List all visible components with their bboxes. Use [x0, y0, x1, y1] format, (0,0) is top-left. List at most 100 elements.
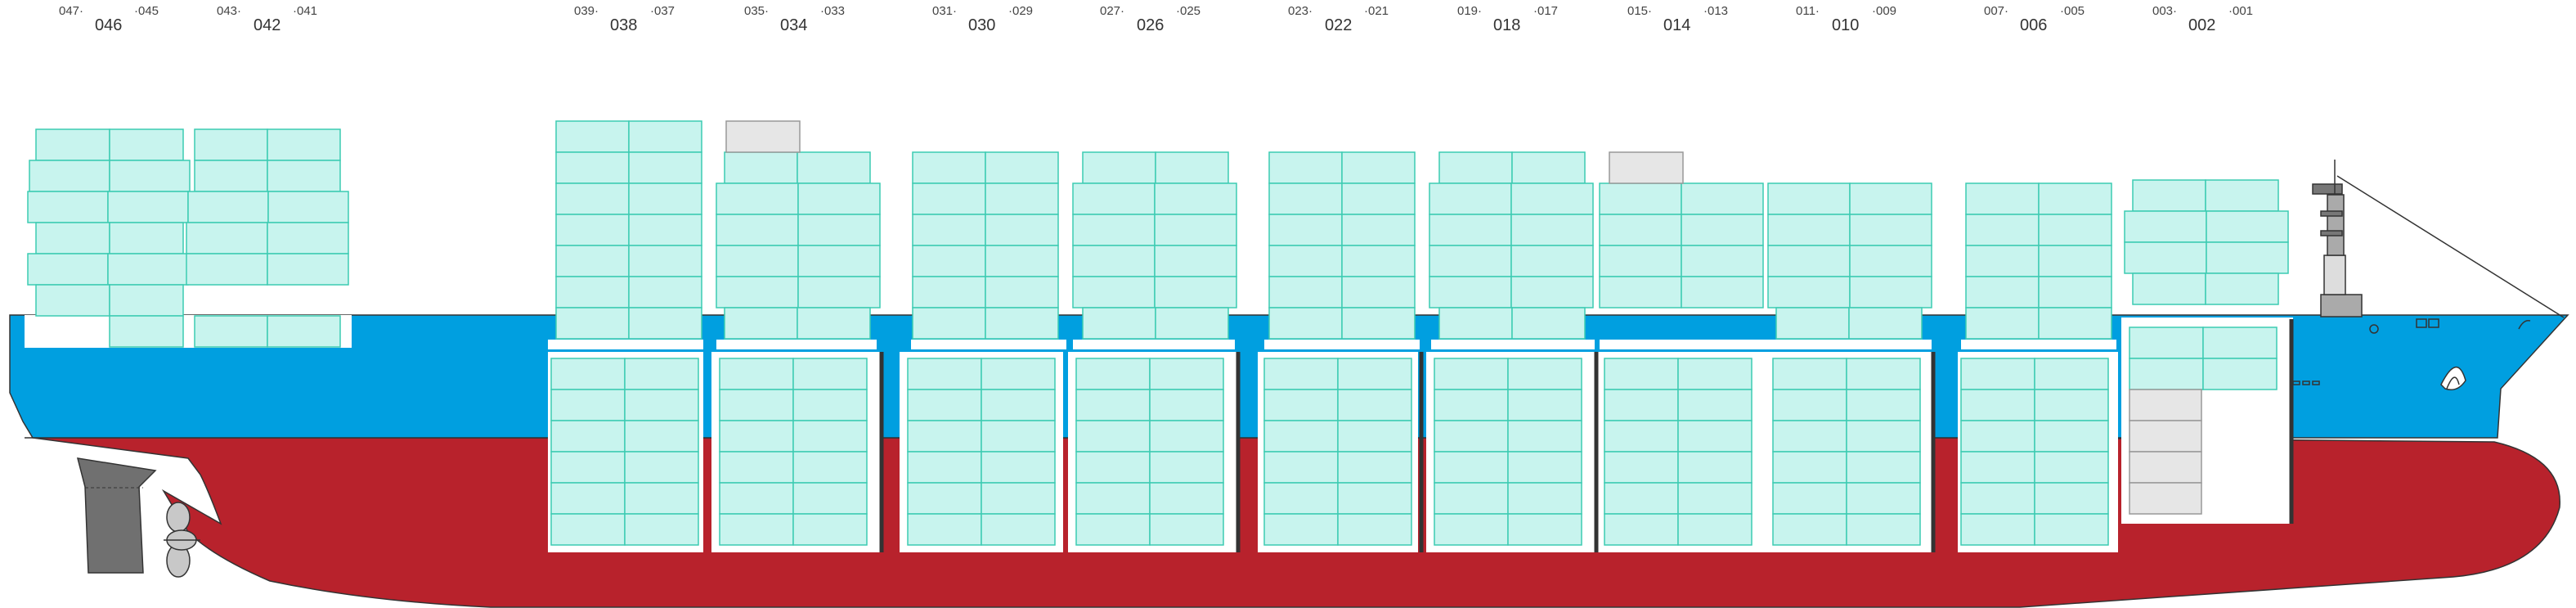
container-slot [1268, 182, 1343, 215]
empty-container-slot [2129, 420, 2202, 453]
container-slot [550, 358, 626, 390]
container-slot [1599, 276, 1682, 309]
container-slot [27, 253, 109, 286]
bay-label-aft: ·029 [1008, 4, 1033, 18]
container-slot [1429, 182, 1512, 215]
container-slot [1677, 389, 1752, 421]
container-slot [1846, 358, 1921, 390]
container-slot [550, 513, 626, 546]
container-slot [1341, 307, 1416, 340]
bay-label-main: 018 [1493, 16, 1520, 34]
container-slot [1846, 389, 1921, 421]
container-slot [1681, 245, 1764, 277]
bay-label-fwd: 011· [1796, 4, 1820, 18]
container-slot [1155, 151, 1229, 184]
container-slot [1263, 513, 1339, 546]
container-slot [628, 120, 702, 153]
container-slot [797, 245, 881, 277]
bay-label-aft: ·009 [1872, 4, 1896, 18]
container-slot [550, 389, 626, 421]
container-slot [35, 222, 110, 254]
container-slot [267, 191, 349, 223]
container-slot [792, 389, 868, 421]
container-slot [912, 245, 986, 277]
container-slot [1677, 513, 1752, 546]
container-slot [1604, 420, 1679, 453]
container-slot [1075, 358, 1151, 390]
container-slot [1075, 420, 1151, 453]
container-slot [792, 420, 868, 453]
container-slot [1775, 307, 1850, 340]
container-slot [1154, 245, 1237, 277]
container-slot [724, 307, 798, 340]
container-slot [550, 482, 626, 515]
container-slot [2129, 327, 2204, 359]
container-slot [792, 358, 868, 390]
container-slot [907, 389, 982, 421]
empty-container-slot [2129, 451, 2202, 484]
bay-label-aft: ·041 [293, 4, 317, 18]
container-slot [1154, 182, 1237, 215]
bay-label-fwd: 031· [932, 4, 957, 18]
container-slot [1772, 389, 1847, 421]
container-slot [1849, 276, 1932, 309]
bay-label-fwd: 019· [1457, 4, 1482, 18]
bay-label-main: 002 [2188, 16, 2215, 34]
bay-labels: 047· 046 ·045 043· 042 ·041 039· 038 ·037 035· 034… [59, 4, 2253, 34]
container-slot [267, 253, 349, 286]
container-slot [1075, 451, 1151, 484]
container-slot [792, 482, 868, 515]
container-slot [1434, 482, 1509, 515]
container-slot [1599, 214, 1682, 246]
container-slot [792, 513, 868, 546]
bay-label-main: 034 [780, 16, 807, 34]
container-slot [2034, 513, 2109, 546]
container-slot [1965, 307, 2040, 340]
container-slot [1599, 245, 1682, 277]
container-slot [907, 451, 982, 484]
container-slot [109, 160, 191, 192]
container-slot [912, 151, 986, 184]
empty-container-slot [725, 120, 801, 153]
bay-label-main: 010 [1832, 16, 1859, 34]
container-slot [1681, 214, 1764, 246]
container-slot [1767, 245, 1851, 277]
container-slot [1511, 307, 1586, 340]
bay-label-aft: ·045 [134, 4, 159, 18]
container-slot [1154, 276, 1237, 309]
container-slot [267, 128, 341, 161]
container-slot [1149, 358, 1224, 390]
container-slot [1429, 245, 1512, 277]
container-slot [1438, 307, 1513, 340]
container-slot [1072, 245, 1156, 277]
bay-label-aft: ·033 [820, 4, 845, 18]
container-slot [1154, 214, 1237, 246]
rudder-icon [76, 457, 157, 574]
empty-container-slot [2129, 389, 2202, 421]
container-slot [1604, 513, 1679, 546]
container-slot [1149, 513, 1224, 546]
container-slot [1341, 151, 1416, 184]
container-slot [1510, 182, 1594, 215]
container-slot [2034, 451, 2109, 484]
container-slot [1149, 389, 1224, 421]
container-slot [624, 482, 699, 515]
container-slot [1263, 482, 1339, 515]
container-slot [1268, 307, 1343, 340]
container-slot [1337, 420, 1412, 453]
container-slot [1438, 151, 1513, 184]
container-slot [1149, 451, 1224, 484]
container-slot [628, 276, 702, 309]
forecastle-mark-icon [2292, 318, 2531, 390]
container-slot [1263, 389, 1339, 421]
container-slot [1965, 245, 2040, 277]
container-slot [1849, 245, 1932, 277]
container-slot [1434, 513, 1509, 546]
container-slot [981, 513, 1056, 546]
container-slot [719, 451, 794, 484]
container-slot [907, 420, 982, 453]
bay-label-aft: ·013 [1703, 4, 1728, 18]
container-slot [716, 245, 799, 277]
container-slot [186, 222, 268, 254]
container-slot [797, 276, 881, 309]
